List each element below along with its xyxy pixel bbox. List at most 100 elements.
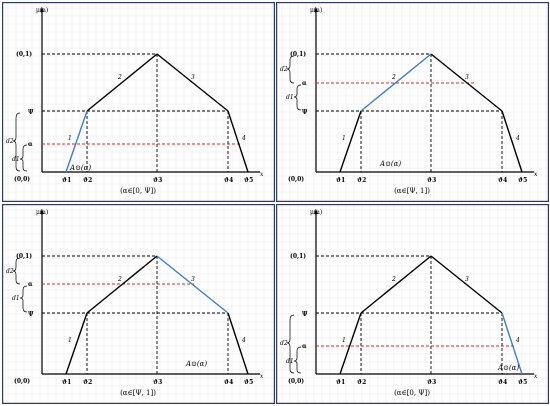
segment-2-label: 2 bbox=[391, 74, 396, 81]
diagram-top-left: μ(a) x (0,1) Ψ α (0,0) d2 d1 1 2 3 4 A⊙(… bbox=[2, 2, 275, 202]
segment-4-label: 4 bbox=[515, 337, 520, 344]
y-axis-label: μ(a) bbox=[36, 209, 48, 216]
grid bbox=[276, 2, 549, 202]
alpha-label: α bbox=[302, 80, 307, 87]
panel-frame bbox=[276, 2, 549, 202]
segment-3-line bbox=[430, 255, 503, 314]
d2-label: d2 bbox=[6, 138, 14, 145]
d1-brace bbox=[19, 144, 28, 172]
psi-label: Ψ bbox=[302, 109, 308, 116]
x-tick-theta1: ϑ1 bbox=[62, 177, 71, 184]
segment-1-line bbox=[65, 312, 88, 375]
x-tick-theta1: ϑ1 bbox=[62, 379, 71, 386]
segment-1-line bbox=[339, 110, 362, 173]
segment-3-label: 3 bbox=[191, 276, 195, 283]
function-label: A⊙(α) bbox=[185, 360, 207, 368]
psi-label: Ψ bbox=[28, 311, 34, 318]
psi-label: Ψ bbox=[302, 311, 308, 318]
segment-4-label: 4 bbox=[241, 337, 246, 344]
d1-label: d1 bbox=[12, 156, 20, 163]
segment-4-label: 4 bbox=[515, 135, 520, 142]
x-tick-theta2: ϑ2 bbox=[357, 177, 366, 184]
alpha-label: α bbox=[28, 281, 33, 288]
d1-brace bbox=[293, 84, 302, 111]
diagram-top-right: μ(a) x (0,1) Ψ α (0,0) d2 d1 1 2 3 4 A⊙(… bbox=[276, 2, 549, 202]
caption: (α∈[0, Ψ]) bbox=[394, 389, 430, 397]
segment-1-line bbox=[65, 110, 88, 173]
grid bbox=[276, 204, 549, 404]
x-axis-label: x bbox=[260, 373, 264, 380]
y-axis-label: μ(a) bbox=[310, 209, 322, 216]
segment-4-line bbox=[501, 312, 523, 375]
d1-brace bbox=[19, 285, 28, 313]
grid bbox=[2, 204, 275, 404]
segment-4-line bbox=[227, 110, 249, 173]
origin-label: (0,0) bbox=[14, 378, 30, 385]
grid bbox=[2, 2, 275, 202]
segment-1-label: 1 bbox=[68, 337, 72, 344]
panel-frame bbox=[2, 204, 275, 404]
x-tick-theta4: ϑ4 bbox=[224, 177, 233, 184]
d2-brace bbox=[286, 314, 295, 374]
y-axis-label: μ(a) bbox=[36, 7, 48, 14]
segment-3-label: 3 bbox=[465, 74, 469, 81]
d2-label: d2 bbox=[280, 66, 288, 73]
y-axis-arrow-icon bbox=[40, 7, 44, 12]
x-tick-theta2: ϑ2 bbox=[357, 379, 366, 386]
d2-brace bbox=[286, 55, 295, 84]
segment-2-line bbox=[86, 53, 158, 112]
x-tick-theta1: ϑ1 bbox=[336, 177, 345, 184]
function-label: A⊙(α) bbox=[497, 364, 519, 372]
x-tick-theta3: ϑ3 bbox=[427, 379, 436, 386]
x-tick-theta5: ϑ5 bbox=[244, 379, 253, 386]
segment-2-label: 2 bbox=[391, 276, 396, 283]
segment-4-label: 4 bbox=[241, 135, 246, 142]
d1-label: d1 bbox=[12, 295, 20, 302]
function-label: A⊙(α) bbox=[69, 164, 91, 172]
x-tick-theta3: ϑ3 bbox=[153, 177, 162, 184]
segment-2-line bbox=[86, 255, 158, 314]
diagram-bottom-left: μ(a) x (0,1) Ψ α (0,0) d2 d1 1 2 3 4 A⊙(… bbox=[2, 204, 275, 404]
diagram-bottom-right: μ(a) x (0,1) Ψ α (0,0) d2 d1 1 2 3 4 A⊙(… bbox=[276, 204, 549, 404]
caption: (α∈[Ψ, 1]) bbox=[394, 187, 430, 195]
panel-bottom-left: μ(a) x (0,1) Ψ α (0,0) d2 d1 1 2 3 4 A⊙(… bbox=[2, 204, 275, 404]
x-tick-theta4: ϑ4 bbox=[224, 379, 233, 386]
segment-1-label: 1 bbox=[342, 135, 346, 142]
y-axis-label: μ(a) bbox=[310, 7, 322, 14]
x-tick-theta4: ϑ4 bbox=[498, 177, 507, 184]
x-tick-theta1: ϑ1 bbox=[336, 379, 345, 386]
origin-label: (0,0) bbox=[288, 378, 304, 385]
caption: (α∈[0, Ψ]) bbox=[120, 187, 156, 195]
d1-brace bbox=[293, 346, 302, 374]
x-tick-theta2: ϑ2 bbox=[83, 177, 92, 184]
segment-1-line bbox=[339, 312, 362, 375]
x-tick-theta2: ϑ2 bbox=[83, 379, 92, 386]
d1-label: d1 bbox=[286, 94, 294, 101]
x-tick-theta3: ϑ3 bbox=[153, 379, 162, 386]
y-axis-arrow-icon bbox=[314, 209, 318, 214]
peak-label: (0,1) bbox=[290, 51, 306, 58]
x-axis-label: x bbox=[260, 171, 264, 178]
x-axis-label: x bbox=[534, 373, 538, 380]
origin-label: (0,0) bbox=[14, 176, 30, 183]
segment-1-label: 1 bbox=[68, 135, 72, 142]
segment-3-line bbox=[156, 53, 229, 112]
x-tick-theta5: ϑ5 bbox=[244, 177, 253, 184]
alpha-label: α bbox=[28, 141, 33, 148]
peak-label: (0,1) bbox=[290, 253, 306, 260]
peak-label: (0,1) bbox=[16, 253, 32, 260]
x-tick-theta5: ϑ5 bbox=[518, 177, 527, 184]
segment-3-line bbox=[430, 53, 503, 112]
segment-3-line bbox=[156, 255, 229, 314]
segment-1-label: 1 bbox=[342, 337, 346, 344]
panel-frame bbox=[2, 2, 275, 202]
segment-2-line bbox=[360, 53, 432, 112]
x-axis-label: x bbox=[534, 171, 538, 178]
psi-label: Ψ bbox=[28, 109, 34, 116]
segment-2-label: 2 bbox=[117, 276, 122, 283]
d2-brace bbox=[12, 112, 21, 172]
panel-top-left: μ(a) x (0,1) Ψ α (0,0) d2 d1 1 2 3 4 A⊙(… bbox=[2, 2, 275, 202]
function-label: A⊙(α) bbox=[379, 160, 401, 168]
y-axis-arrow-icon bbox=[40, 209, 44, 214]
alpha-label: α bbox=[302, 343, 307, 350]
